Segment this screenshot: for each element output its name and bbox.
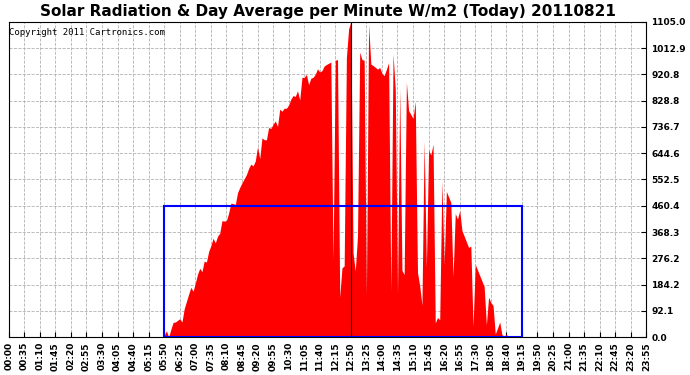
- Title: Solar Radiation & Day Average per Minute W/m2 (Today) 20110821: Solar Radiation & Day Average per Minute…: [39, 4, 615, 19]
- Text: Copyright 2011 Cartronics.com: Copyright 2011 Cartronics.com: [9, 28, 165, 37]
- Bar: [164, 206, 522, 337]
